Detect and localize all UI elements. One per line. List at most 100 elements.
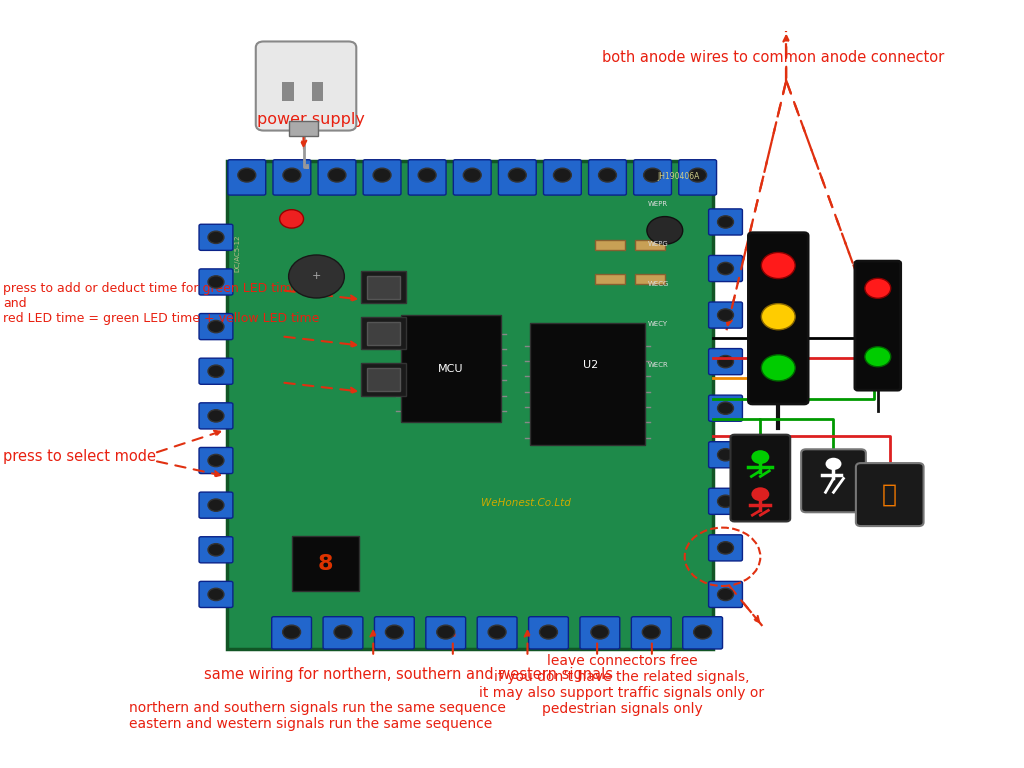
Circle shape bbox=[718, 449, 733, 461]
Circle shape bbox=[553, 168, 571, 182]
Text: power supply: power supply bbox=[257, 111, 365, 127]
Circle shape bbox=[762, 253, 796, 279]
Circle shape bbox=[689, 168, 707, 182]
Circle shape bbox=[238, 168, 256, 182]
FancyBboxPatch shape bbox=[454, 160, 492, 195]
Circle shape bbox=[598, 168, 616, 182]
Circle shape bbox=[865, 347, 891, 367]
FancyBboxPatch shape bbox=[856, 463, 924, 526]
Text: MCU: MCU bbox=[438, 363, 464, 374]
Circle shape bbox=[718, 541, 733, 554]
Circle shape bbox=[752, 488, 769, 501]
Circle shape bbox=[752, 450, 769, 464]
Circle shape bbox=[283, 168, 301, 182]
FancyBboxPatch shape bbox=[477, 617, 517, 649]
Bar bbox=[595, 274, 625, 284]
FancyBboxPatch shape bbox=[709, 256, 742, 282]
Circle shape bbox=[718, 309, 733, 321]
Text: WEPR: WEPR bbox=[648, 200, 668, 207]
FancyBboxPatch shape bbox=[199, 537, 232, 563]
FancyBboxPatch shape bbox=[318, 160, 356, 195]
Bar bbox=[635, 240, 665, 250]
Circle shape bbox=[718, 356, 733, 368]
Circle shape bbox=[647, 217, 683, 244]
Circle shape bbox=[762, 355, 796, 381]
FancyBboxPatch shape bbox=[709, 395, 742, 421]
Text: same wiring for northern, southern and western signals: same wiring for northern, southern and w… bbox=[204, 667, 613, 682]
FancyBboxPatch shape bbox=[709, 488, 742, 515]
FancyBboxPatch shape bbox=[855, 261, 901, 390]
Bar bbox=[401, 315, 501, 422]
Circle shape bbox=[208, 455, 224, 467]
FancyBboxPatch shape bbox=[749, 233, 808, 404]
Circle shape bbox=[280, 210, 303, 228]
FancyBboxPatch shape bbox=[199, 492, 232, 518]
Text: JH190406A: JH190406A bbox=[657, 172, 700, 181]
Circle shape bbox=[591, 625, 609, 639]
FancyBboxPatch shape bbox=[709, 535, 742, 561]
Circle shape bbox=[385, 625, 403, 639]
Circle shape bbox=[488, 625, 506, 639]
FancyBboxPatch shape bbox=[683, 617, 723, 649]
FancyBboxPatch shape bbox=[801, 449, 866, 512]
Circle shape bbox=[328, 168, 346, 182]
FancyBboxPatch shape bbox=[709, 302, 742, 328]
Circle shape bbox=[644, 168, 662, 182]
Circle shape bbox=[865, 278, 891, 298]
FancyBboxPatch shape bbox=[199, 358, 232, 384]
FancyBboxPatch shape bbox=[544, 160, 582, 195]
FancyBboxPatch shape bbox=[199, 402, 232, 429]
Circle shape bbox=[718, 495, 733, 508]
FancyBboxPatch shape bbox=[199, 581, 232, 607]
Text: DC/AC5-12: DC/AC5-12 bbox=[233, 235, 240, 272]
Bar bbox=[361, 317, 407, 349]
Bar bbox=[368, 276, 400, 299]
Bar bbox=[368, 322, 400, 345]
Circle shape bbox=[208, 320, 224, 333]
Circle shape bbox=[208, 365, 224, 377]
Circle shape bbox=[718, 216, 733, 228]
Bar bbox=[292, 536, 359, 591]
FancyBboxPatch shape bbox=[409, 160, 446, 195]
Bar bbox=[361, 271, 407, 303]
Bar bbox=[595, 240, 625, 250]
Circle shape bbox=[208, 276, 224, 288]
FancyBboxPatch shape bbox=[709, 209, 742, 235]
Text: press to select mode: press to select mode bbox=[3, 449, 156, 465]
FancyBboxPatch shape bbox=[634, 160, 672, 195]
Text: +: + bbox=[311, 271, 322, 282]
Circle shape bbox=[437, 625, 455, 639]
Circle shape bbox=[208, 588, 224, 601]
Bar bbox=[368, 368, 400, 391]
Circle shape bbox=[373, 168, 391, 182]
Circle shape bbox=[718, 588, 733, 601]
Text: U2: U2 bbox=[583, 359, 598, 370]
Circle shape bbox=[208, 231, 224, 243]
Circle shape bbox=[540, 625, 557, 639]
Text: 8: 8 bbox=[317, 554, 333, 574]
Bar bbox=[282, 82, 294, 101]
FancyBboxPatch shape bbox=[589, 160, 627, 195]
Text: WECY: WECY bbox=[648, 322, 668, 327]
FancyBboxPatch shape bbox=[199, 224, 232, 250]
FancyBboxPatch shape bbox=[709, 349, 742, 375]
Circle shape bbox=[825, 458, 842, 470]
Bar bbox=[530, 323, 645, 445]
Circle shape bbox=[283, 625, 301, 639]
Circle shape bbox=[642, 625, 660, 639]
FancyBboxPatch shape bbox=[199, 448, 232, 474]
Text: WECR: WECR bbox=[648, 362, 669, 368]
FancyBboxPatch shape bbox=[528, 617, 568, 649]
Circle shape bbox=[463, 168, 481, 182]
Text: WEPG: WEPG bbox=[648, 241, 669, 247]
Text: WeHonest.Co.Ltd: WeHonest.Co.Ltd bbox=[480, 498, 570, 508]
Circle shape bbox=[508, 168, 526, 182]
Text: leave connectors free
if you don’t have the related signals,
it may also support: leave connectors free if you don’t have … bbox=[479, 654, 765, 717]
Bar bbox=[361, 363, 407, 396]
FancyBboxPatch shape bbox=[632, 617, 671, 649]
Bar bbox=[635, 274, 665, 284]
FancyBboxPatch shape bbox=[271, 617, 311, 649]
FancyBboxPatch shape bbox=[228, 160, 265, 195]
Circle shape bbox=[208, 499, 224, 511]
Text: press to add or deduct time for green LED time
and
red LED time = green LED time: press to add or deduct time for green LE… bbox=[3, 282, 319, 325]
